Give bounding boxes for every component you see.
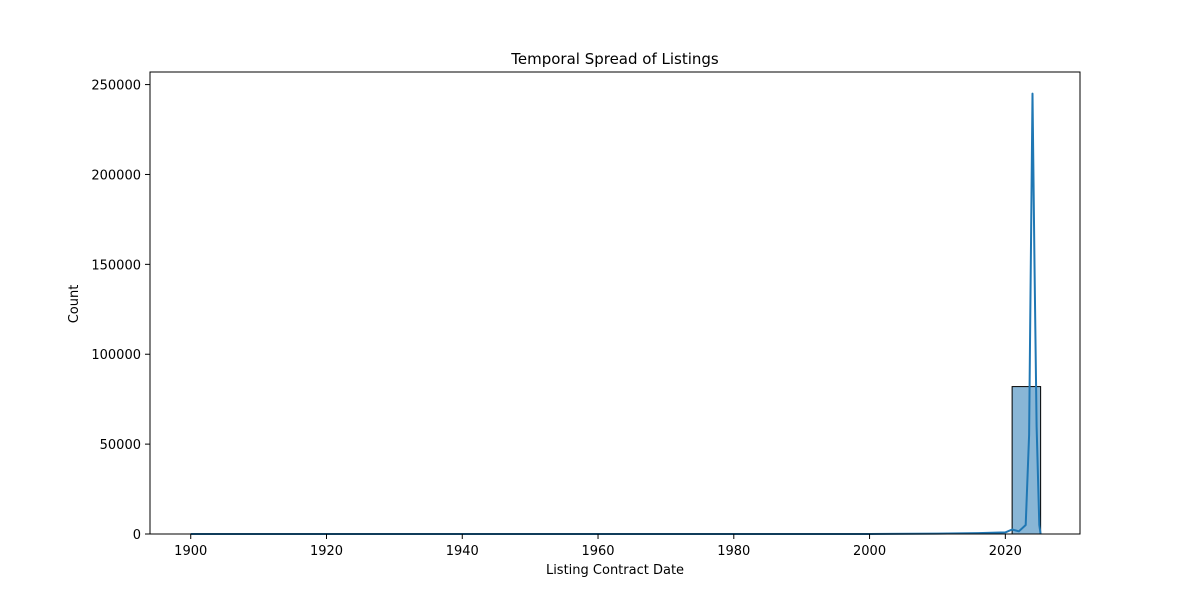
y-tick-label: 200000	[91, 168, 141, 183]
x-axis-label: Listing Contract Date	[546, 563, 684, 578]
x-axis-ticks: 1900 1920 1940 1960 1980 2000 2020	[174, 534, 1022, 559]
x-tick-label: 1900	[174, 544, 207, 559]
axes-frame	[149, 71, 1081, 535]
plot-area	[190, 92, 1042, 535]
y-tick-label: 150000	[91, 258, 141, 273]
x-tick-label: 1960	[581, 544, 614, 559]
y-axis-label: Count	[67, 285, 82, 324]
chart-title: Temporal Spread of Listings	[510, 50, 719, 68]
x-tick-label: 2000	[853, 544, 886, 559]
x-tick-label: 1940	[446, 544, 479, 559]
x-tick-label: 1920	[310, 544, 343, 559]
x-tick-label: 2020	[989, 544, 1022, 559]
y-tick-label: 50000	[100, 438, 141, 453]
y-tick-label: 0	[133, 528, 141, 543]
y-axis-ticks: 0 50000 100000 150000 200000 250000	[91, 79, 150, 543]
y-tick-label: 100000	[91, 348, 141, 363]
y-tick-label: 250000	[91, 79, 141, 94]
kde-line	[190, 92, 1042, 535]
x-tick-label: 1980	[717, 544, 750, 559]
